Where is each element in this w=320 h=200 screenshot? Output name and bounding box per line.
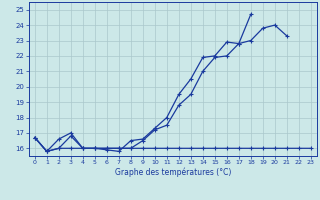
X-axis label: Graphe des températures (°C): Graphe des températures (°C) <box>115 168 231 177</box>
